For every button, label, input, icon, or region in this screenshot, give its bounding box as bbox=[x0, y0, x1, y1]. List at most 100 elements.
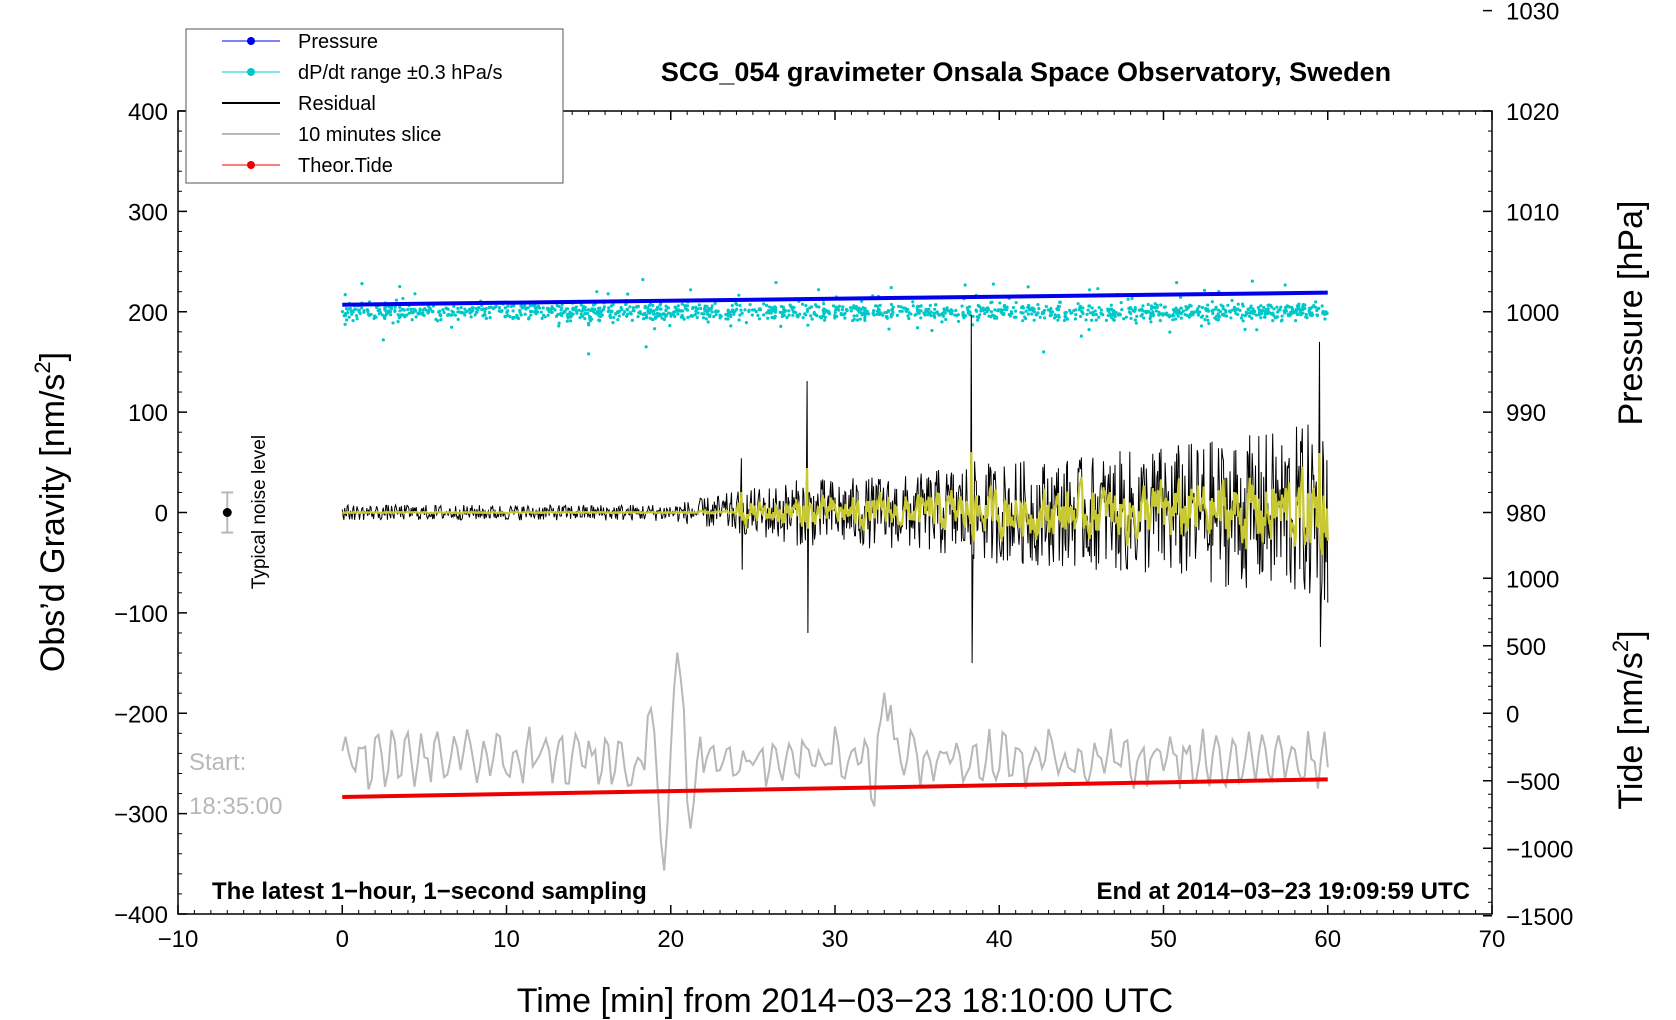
dpdt-point bbox=[530, 309, 534, 314]
y-axis-title-tide-end: ] bbox=[1612, 630, 1650, 639]
dpdt-point bbox=[606, 310, 610, 314]
dpdt-point bbox=[456, 306, 460, 311]
dpdt-point bbox=[1283, 306, 1288, 310]
dpdt-point bbox=[822, 318, 827, 322]
dpdt-point bbox=[714, 309, 718, 313]
dpdt-point bbox=[369, 312, 373, 317]
dpdt-point bbox=[1199, 315, 1204, 319]
dpdt-point bbox=[913, 313, 917, 317]
dpdt-point bbox=[718, 313, 722, 317]
dpdt-point bbox=[895, 313, 899, 317]
dpdt-point bbox=[677, 308, 682, 313]
x-tick-label: 0 bbox=[336, 926, 349, 953]
pressure-tick-label: 1020 bbox=[1506, 99, 1559, 126]
dpdt-point bbox=[625, 314, 629, 318]
dpdt-point bbox=[1026, 285, 1030, 289]
dpdt-point bbox=[822, 311, 826, 316]
dpdt-point bbox=[787, 309, 791, 313]
dpdt-point bbox=[558, 311, 563, 316]
dpdt-point bbox=[991, 282, 996, 286]
dpdt-point bbox=[497, 306, 502, 310]
dpdt-point bbox=[566, 316, 570, 320]
dpdt-point bbox=[1174, 306, 1178, 310]
dpdt-point bbox=[764, 303, 769, 307]
dpdt-point bbox=[940, 320, 944, 324]
dpdt-point bbox=[986, 306, 990, 310]
x-tick-label: 20 bbox=[657, 926, 684, 953]
dpdt-point bbox=[1012, 315, 1017, 319]
dpdt-point bbox=[349, 309, 353, 314]
dpdt-point bbox=[933, 303, 938, 307]
dpdt-point bbox=[427, 308, 431, 312]
dpdt-point bbox=[1171, 313, 1175, 317]
y-axis-title-tide-sup: 2 bbox=[1608, 640, 1633, 652]
dpdt-point bbox=[1299, 312, 1303, 317]
legend-item: Residual bbox=[222, 93, 376, 115]
dpdt-point bbox=[1021, 319, 1025, 323]
dpdt-point bbox=[579, 303, 583, 307]
dpdt-point bbox=[480, 307, 484, 312]
dpdt-point bbox=[410, 318, 414, 322]
dpdt-point bbox=[816, 288, 821, 292]
dpdt-point bbox=[1196, 307, 1200, 311]
dpdt-point bbox=[652, 312, 656, 316]
dpdt-point bbox=[704, 317, 708, 321]
dpdt-point bbox=[890, 308, 894, 312]
dpdt-point bbox=[583, 312, 587, 316]
dpdt-point bbox=[406, 307, 410, 312]
dpdt-point bbox=[787, 313, 791, 317]
dpdt-point bbox=[396, 313, 400, 317]
dpdt-point bbox=[1202, 288, 1207, 293]
x-axis-title: Time [min] from 2014−03−23 18:10:00 UTC bbox=[517, 982, 1173, 1020]
dpdt-point bbox=[473, 313, 477, 317]
dpdt-point bbox=[1124, 315, 1128, 319]
dpdt-point bbox=[999, 308, 1003, 312]
dpdt-point bbox=[1239, 316, 1244, 320]
dpdt-point bbox=[1250, 279, 1254, 283]
dpdt-point bbox=[800, 302, 805, 306]
dpdt-point bbox=[560, 306, 564, 310]
dpdt-point bbox=[628, 311, 632, 315]
dpdt-point bbox=[1119, 301, 1123, 305]
dpdt-point bbox=[695, 307, 699, 311]
y-tick-label: −300 bbox=[114, 802, 168, 829]
dpdt-point bbox=[1094, 318, 1098, 322]
dpdt-point bbox=[664, 308, 668, 312]
dpdt-point bbox=[1259, 316, 1263, 320]
y-axis-tide: 1000 500 0 −500 −1000 −1500 bbox=[1483, 566, 1573, 931]
dpdt-point bbox=[911, 300, 915, 304]
dpdt-point bbox=[750, 308, 755, 312]
dpdt-point bbox=[1272, 307, 1276, 311]
dpdt-point bbox=[1321, 309, 1325, 314]
dpdt-point bbox=[708, 313, 712, 317]
dpdt-point bbox=[669, 314, 673, 318]
dpdt-point bbox=[394, 298, 399, 302]
dpdt-point bbox=[856, 308, 860, 312]
dpdt-point bbox=[1049, 310, 1053, 314]
dpdt-point bbox=[899, 305, 903, 309]
dpdt-point bbox=[1099, 312, 1104, 316]
dpdt-point bbox=[701, 316, 706, 320]
dpdt-point bbox=[915, 326, 920, 330]
dpdt-point bbox=[774, 280, 778, 285]
dpdt-point bbox=[1087, 328, 1091, 332]
dpdt-point bbox=[1104, 318, 1109, 322]
dpdt-point bbox=[1283, 283, 1287, 287]
y-axis-title-left-text: Obs’d Gravity [nm/s bbox=[34, 374, 72, 673]
dpdt-point bbox=[1197, 304, 1201, 309]
x-tick-label: 70 bbox=[1479, 926, 1506, 953]
dpdt-point bbox=[679, 315, 683, 319]
dpdt-point bbox=[442, 310, 446, 315]
dpdt-point bbox=[1279, 305, 1283, 309]
dpdt-point bbox=[1221, 307, 1225, 311]
dpdt-point bbox=[401, 307, 405, 312]
dpdt-point bbox=[1005, 307, 1009, 312]
legend-label: 10 minutes slice bbox=[298, 124, 441, 146]
dpdt-point bbox=[1271, 319, 1275, 323]
dpdt-point bbox=[852, 317, 856, 321]
dpdt-point bbox=[989, 310, 994, 314]
dpdt-point bbox=[817, 305, 821, 309]
y-tick-label: 0 bbox=[155, 501, 168, 528]
dpdt-point bbox=[644, 345, 648, 349]
dpdt-point bbox=[905, 309, 909, 314]
